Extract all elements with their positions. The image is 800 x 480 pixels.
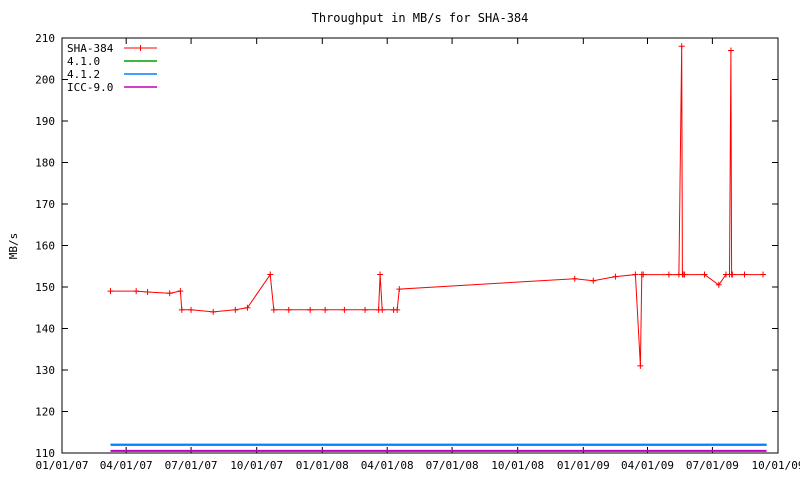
y-tick-label: 180 bbox=[35, 157, 55, 170]
x-tick-label: 04/01/08 bbox=[361, 459, 414, 472]
y-tick-label: 190 bbox=[35, 115, 55, 128]
data-point bbox=[632, 271, 639, 278]
y-tick-label: 200 bbox=[35, 74, 55, 87]
data-point bbox=[637, 362, 644, 369]
data-point bbox=[210, 308, 217, 315]
data-point bbox=[267, 271, 274, 278]
x-tick-label: 01/01/08 bbox=[296, 459, 349, 472]
x-tick-label: 01/01/07 bbox=[36, 459, 89, 472]
y-tick-label: 210 bbox=[35, 32, 55, 45]
data-point bbox=[678, 43, 685, 50]
legend-label: ICC-9.0 bbox=[67, 81, 113, 94]
data-point bbox=[640, 271, 647, 278]
data-point bbox=[701, 271, 708, 278]
data-point bbox=[322, 306, 329, 313]
x-tick-label: 07/01/07 bbox=[165, 459, 218, 472]
data-point bbox=[741, 271, 748, 278]
x-tick-label: 10/01/08 bbox=[491, 459, 544, 472]
data-point bbox=[379, 306, 386, 313]
data-point bbox=[571, 275, 578, 282]
data-point bbox=[760, 271, 767, 278]
legend-label: 4.1.2 bbox=[67, 68, 100, 81]
y-tick-label: 120 bbox=[35, 406, 55, 419]
data-point bbox=[394, 306, 401, 313]
data-point bbox=[681, 271, 688, 278]
legend-marker bbox=[137, 45, 144, 51]
data-point bbox=[590, 277, 597, 284]
x-tick-label: 04/01/09 bbox=[621, 459, 674, 472]
legend-label: SHA-384 bbox=[67, 42, 114, 55]
data-point bbox=[178, 306, 185, 313]
x-tick-label: 04/01/07 bbox=[100, 459, 153, 472]
data-point bbox=[665, 271, 672, 278]
data-point bbox=[612, 273, 619, 280]
y-tick-label: 140 bbox=[35, 323, 55, 336]
plot-frame bbox=[61, 37, 779, 454]
data-point bbox=[341, 306, 348, 313]
x-tick-label: 07/01/08 bbox=[426, 459, 479, 472]
y-tick-label: 170 bbox=[35, 198, 55, 211]
data-point bbox=[177, 288, 184, 295]
data-point bbox=[232, 306, 239, 313]
chart-title: Throughput in MB/s for SHA-384 bbox=[312, 11, 529, 25]
data-point bbox=[362, 306, 369, 313]
data-point bbox=[188, 306, 195, 313]
data-point bbox=[270, 306, 277, 313]
data-point bbox=[107, 288, 114, 295]
data-point bbox=[166, 290, 173, 297]
data-point bbox=[133, 288, 140, 295]
series-sha-384 bbox=[107, 43, 767, 369]
y-tick-label: 110 bbox=[35, 447, 55, 460]
y-axis-label: MB/s bbox=[7, 233, 20, 260]
data-point bbox=[285, 306, 292, 313]
data-point bbox=[396, 286, 403, 293]
data-point bbox=[377, 271, 384, 278]
data-point bbox=[727, 47, 734, 54]
legend-label: 4.1.0 bbox=[67, 55, 100, 68]
data-point bbox=[307, 306, 314, 313]
y-tick-label: 130 bbox=[35, 364, 55, 377]
y-tick-label: 160 bbox=[35, 240, 55, 253]
data-point bbox=[715, 281, 722, 288]
x-tick-label: 10/01/07 bbox=[230, 459, 283, 472]
data-point bbox=[244, 304, 251, 311]
x-tick-label: 07/01/09 bbox=[686, 459, 739, 472]
x-tick-label: 10/01/09 bbox=[752, 459, 800, 472]
data-point bbox=[144, 288, 151, 295]
x-tick-label: 01/01/09 bbox=[557, 459, 610, 472]
y-tick-label: 150 bbox=[35, 281, 55, 294]
data-point bbox=[729, 271, 736, 278]
series-line bbox=[110, 46, 763, 366]
